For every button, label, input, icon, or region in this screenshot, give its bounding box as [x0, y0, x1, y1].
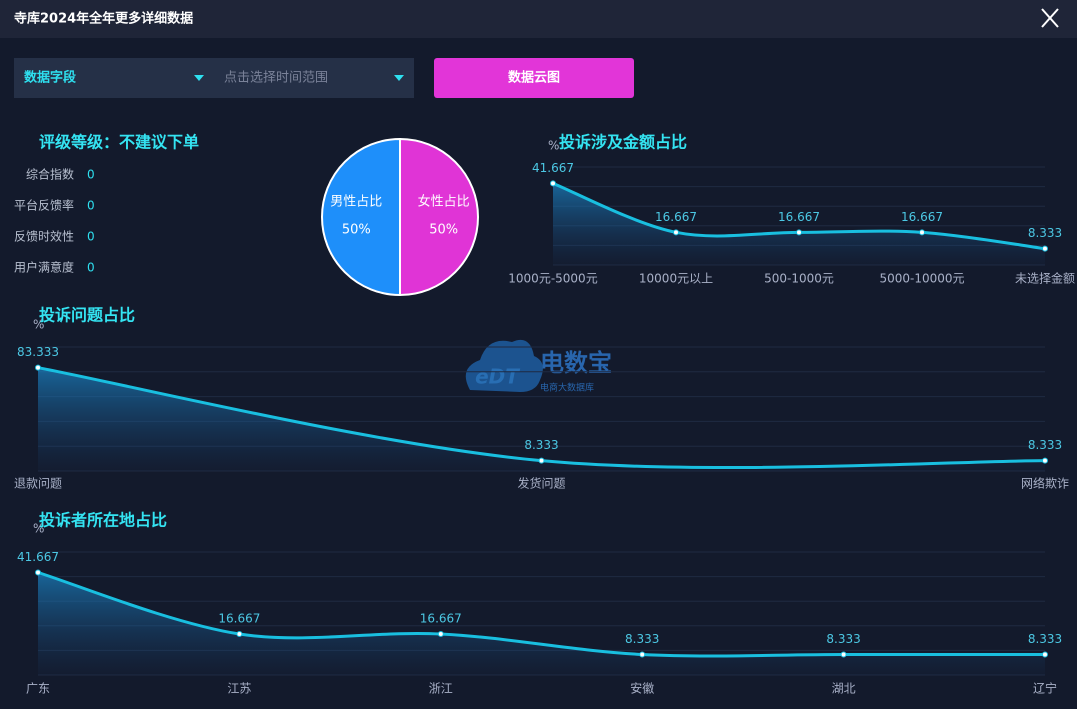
watermark: eDT 电数宝 电商大数据库 — [465, 339, 612, 394]
header-bar — [0, 0, 1077, 38]
line — [37, 571, 1045, 658]
x-tick-label: 辽宁 — [1033, 681, 1057, 696]
data-label: 16.667 — [420, 611, 462, 625]
x-tick-label: 1000元-5000元 — [508, 272, 597, 286]
slice-label: 女性占比 — [418, 194, 470, 210]
x-tick-label: 网络欺诈 — [1021, 476, 1069, 491]
data-label: 8.333 — [625, 632, 659, 646]
rating-title: 评级等级：不建议下单 — [39, 133, 199, 152]
data-label: 41.667 — [17, 550, 59, 564]
rating-value: 0 — [87, 230, 95, 244]
rating-list: 综合指数 0 平台反馈率 0 反馈时效性 0 用户满意度 0 — [14, 167, 95, 275]
data-label: 16.667 — [655, 210, 697, 224]
axis-unit: % — [33, 318, 44, 332]
point — [538, 457, 545, 464]
watermark-subtitle: 电商大数据库 — [540, 382, 594, 394]
x-tick-label: 10000元以上 — [639, 272, 713, 286]
axis-unit: % — [548, 139, 559, 153]
x-tick-label: 安徽 — [630, 681, 654, 696]
rating-label: 平台反馈率 — [14, 198, 74, 213]
point — [437, 630, 444, 637]
close-button[interactable] — [1041, 8, 1059, 28]
pie-slice — [321, 137, 401, 297]
point — [1042, 245, 1048, 252]
select-placeholder: 点击选择时间范围 — [224, 71, 328, 86]
data-label: 16.667 — [218, 611, 260, 625]
point — [639, 651, 646, 658]
field-select[interactable]: 数据字段 — [24, 70, 204, 86]
rating-value: 0 — [87, 261, 95, 275]
data-label: 8.333 — [1028, 438, 1062, 452]
data-label: 83.333 — [17, 345, 59, 359]
rating-label: 综合指数 — [26, 167, 74, 182]
point — [550, 180, 556, 187]
point — [35, 569, 41, 576]
rating-label: 用户满意度 — [14, 260, 74, 275]
x-tick-label: 500-1000元 — [764, 272, 834, 286]
point — [919, 229, 925, 236]
data-label: 8.333 — [524, 438, 558, 452]
slice-value: 50% — [342, 223, 371, 238]
x-tick-label: 5000-10000元 — [879, 272, 964, 286]
point — [796, 229, 802, 236]
button-label: 数据云图 — [508, 70, 560, 86]
data-label: 8.333 — [1028, 226, 1062, 240]
data-label: 16.667 — [901, 210, 943, 224]
data-label: 41.667 — [532, 161, 574, 175]
rating-value: 0 — [87, 199, 95, 213]
point — [840, 651, 847, 658]
dropdown-arrow — [394, 75, 404, 81]
x-tick-label: 未选择金额 — [1015, 271, 1075, 286]
line-area — [38, 572, 1045, 675]
pie-slice — [399, 137, 479, 297]
chart-title: 投诉者所在地占比 — [39, 511, 167, 530]
x-tick-label: 江苏 — [227, 682, 251, 696]
point — [1042, 651, 1048, 658]
point — [35, 364, 41, 371]
rating-label: 反馈时效性 — [14, 229, 74, 244]
point — [1042, 457, 1048, 464]
watermark-logo: eDT — [475, 365, 520, 389]
data-label: 16.667 — [778, 210, 820, 224]
x-tick-label: 发货问题 — [517, 476, 565, 491]
axis-unit: % — [33, 522, 44, 536]
time-select[interactable]: 点击选择时间范围 — [224, 71, 404, 86]
x-tick-label: 广东 — [26, 682, 50, 696]
data-label: 8.333 — [1028, 632, 1062, 646]
x-tick-label: 湖北 — [832, 681, 856, 696]
x-tick-label: 浙江 — [429, 682, 453, 696]
filter-box — [14, 58, 414, 98]
cloud-button[interactable]: 数据云图 — [434, 58, 634, 98]
rating-value: 0 — [87, 168, 95, 182]
chart-title: 投诉涉及金额占比 — [559, 133, 687, 152]
watermark-name: 电数宝 — [540, 349, 612, 377]
point — [673, 229, 679, 236]
line-area — [38, 367, 1045, 471]
point — [236, 630, 243, 637]
select-label: 数据字段 — [24, 70, 76, 86]
slice-label: 男性占比 — [330, 195, 382, 210]
line-area — [553, 183, 1045, 265]
dialog-title: 寺库2024年全年更多详细数据 — [14, 11, 193, 27]
dropdown-arrow — [194, 75, 204, 81]
slice-value: 50% — [429, 223, 458, 238]
x-tick-label: 退款问题 — [14, 477, 62, 491]
data-label: 8.333 — [826, 632, 860, 646]
chart-title: 投诉问题占比 — [39, 306, 135, 325]
